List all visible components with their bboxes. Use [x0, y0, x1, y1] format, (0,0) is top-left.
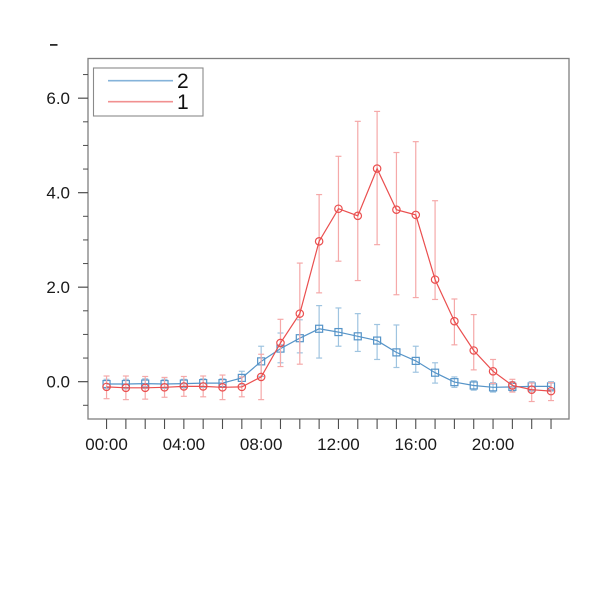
error-bar: [470, 313, 477, 371]
circle-marker: [372, 164, 382, 173]
square-marker: [450, 378, 459, 387]
x-tick-label: 12:00: [317, 435, 360, 454]
circle-marker: [276, 338, 285, 348]
square-marker: [353, 332, 362, 341]
x-tick-label: 00:00: [85, 435, 128, 454]
circle-marker: [140, 383, 150, 393]
circle-marker: [411, 210, 421, 220]
circle-marker: [218, 383, 227, 392]
error-bar: [103, 375, 110, 400]
circle-marker: [121, 383, 131, 393]
circle-marker: [160, 383, 169, 392]
circle-marker: [488, 366, 498, 376]
circle-marker: [198, 382, 208, 391]
circle-marker: [334, 204, 343, 214]
circle-marker: [102, 382, 111, 392]
square-marker: [373, 336, 382, 345]
series-2: [102, 305, 556, 393]
circle-marker: [508, 381, 517, 390]
circle-marker: [353, 211, 363, 221]
circle-marker: [295, 309, 305, 318]
error-bar: [548, 382, 555, 402]
square-marker: [430, 368, 440, 377]
circle-marker: [450, 316, 459, 326]
circle-marker: [527, 385, 537, 395]
y-tick-label: 6.0: [46, 89, 70, 108]
square-marker: [334, 327, 343, 337]
error-bar: [374, 323, 381, 361]
x-tick-label: 04:00: [163, 435, 206, 454]
x-axis: 00:00 04:00 08:00 12:00 16:00 20:00: [85, 419, 552, 454]
circle-marker: [392, 205, 401, 214]
error-bar: [412, 141, 419, 299]
legend-label-2: 2: [177, 70, 189, 93]
square-marker: [392, 348, 401, 357]
error-bar: [393, 324, 400, 369]
plot-box: [87, 57, 570, 420]
legend-box: [92, 67, 204, 117]
y-axis: 0.0 2.0 4.0 6.0: [46, 74, 88, 406]
square-marker: [315, 324, 324, 333]
y-tick-label: 2.0: [46, 278, 70, 297]
error-bar: [374, 110, 381, 246]
error-bar: [335, 307, 342, 347]
error-bar: [412, 345, 419, 373]
series-1: [102, 110, 556, 403]
square-marker: [411, 356, 420, 365]
legend: 21: [92, 67, 204, 117]
circle-marker: [179, 382, 189, 391]
x-tick-label: 20:00: [472, 435, 515, 454]
circle-marker: [237, 382, 247, 392]
error-bar: [316, 193, 323, 294]
series-line: [106, 167, 552, 392]
y-tick-label: 4.0: [46, 184, 70, 203]
stray-mark: [50, 44, 58, 46]
error-bar: [393, 151, 400, 296]
circle-marker: [314, 237, 324, 246]
circle-marker: [546, 386, 556, 396]
legend-label-1: 1: [177, 91, 189, 114]
error-bar: [354, 120, 361, 282]
x-tick-label: 08:00: [240, 435, 283, 454]
series-line: [106, 328, 551, 388]
circle-marker: [430, 275, 440, 284]
square-marker: [469, 381, 478, 390]
x-tick-label: 16:00: [394, 435, 437, 454]
circle-marker: [256, 372, 266, 382]
y-tick-label: 0.0: [46, 373, 70, 392]
circle-marker: [469, 346, 479, 355]
